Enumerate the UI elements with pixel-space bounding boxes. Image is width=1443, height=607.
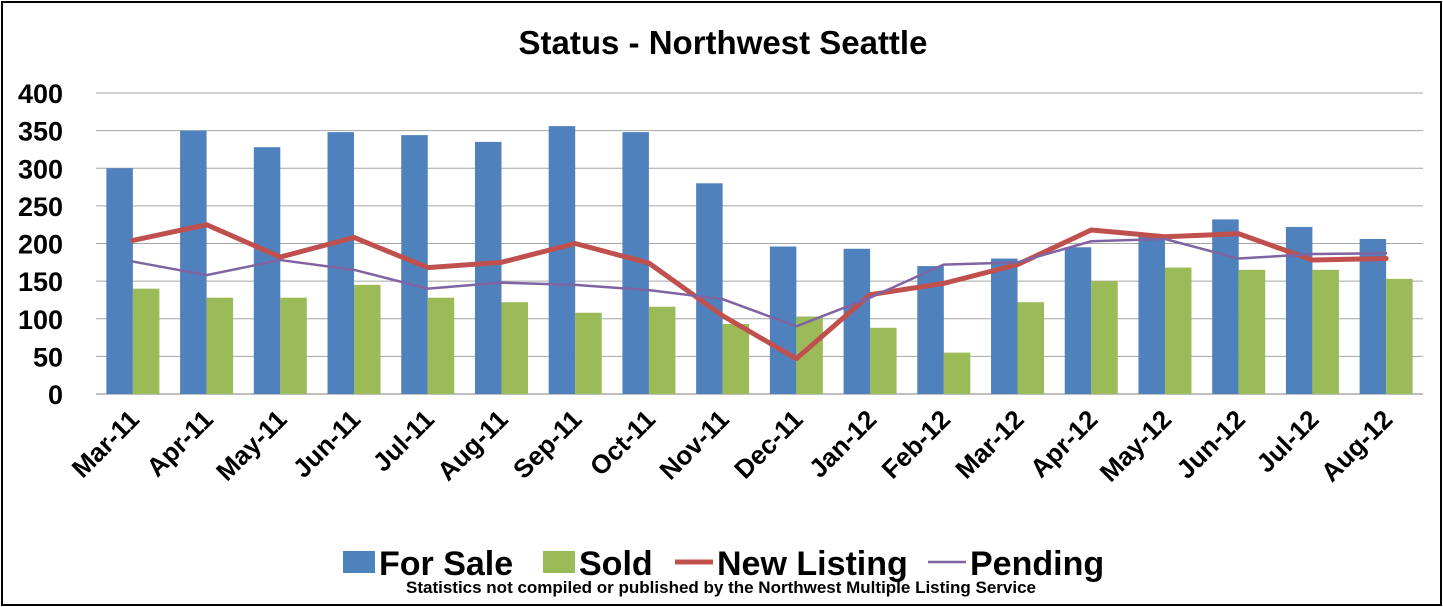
x-tick-label: Jun-12 [1170, 404, 1250, 484]
bar-for-sale [548, 126, 576, 395]
bar-for-sale [180, 130, 207, 394]
bar-for-sale [253, 147, 281, 394]
x-tick-label: Jun-11 [287, 404, 366, 483]
bar-sold [206, 297, 234, 394]
bar-sold [1312, 269, 1339, 394]
x-tick-label: Aug-12 [1315, 404, 1399, 488]
bar-for-sale [1359, 238, 1387, 394]
footnote: Statistics not compiled or published by … [406, 578, 1036, 597]
x-tick-label: Jan-12 [803, 404, 882, 483]
x-tick-label: Apr-11 [140, 404, 218, 482]
bar-sold [1164, 267, 1192, 394]
bar-sold [575, 312, 602, 394]
y-tick-label: 100 [18, 305, 63, 335]
x-tick-label: Oct-11 [584, 404, 661, 481]
y-tick-label: 50 [33, 342, 63, 372]
bar-sold [427, 297, 455, 394]
legend-label-pending: Pending [970, 545, 1104, 583]
x-tick-label: Dec-11 [728, 404, 808, 484]
y-tick-label: 400 [18, 79, 63, 109]
bar-sold [1386, 278, 1413, 394]
gridlines [96, 92, 1423, 395]
x-tick-label: Mar-11 [66, 404, 145, 483]
status-chart: Status - Northwest Seattle 0 50 100 150 200 2… [18, 24, 1423, 597]
legend-swatch-for-sale [343, 551, 375, 573]
x-tick-label: Jul-12 [1250, 404, 1324, 478]
bar-sold [1017, 302, 1045, 394]
bar-for-sale [696, 183, 723, 394]
x-tick-label: Sep-11 [507, 404, 587, 484]
y-tick-label: 300 [18, 154, 63, 184]
bar-sold [280, 297, 307, 394]
bar-sold [648, 306, 676, 394]
x-tick-label: Aug-11 [431, 404, 514, 487]
bars [106, 126, 1413, 395]
legend-label-new-listing: New Listing [717, 545, 908, 583]
bar-sold [722, 324, 750, 394]
y-tick-label: 150 [18, 267, 63, 297]
x-tick-label: Apr-12 [1024, 404, 1103, 483]
bar-for-sale [1212, 219, 1239, 394]
x-tick-label: Nov-11 [653, 404, 735, 486]
bar-sold [1238, 269, 1266, 394]
x-tick-label: May-12 [1094, 404, 1178, 488]
bar-for-sale [106, 168, 133, 394]
line-pending [131, 237, 1388, 328]
bar-sold [354, 284, 381, 394]
bar-sold [870, 327, 897, 394]
bar-sold [501, 302, 528, 394]
bar-for-sale [1064, 247, 1092, 394]
x-tick-label: Mar-12 [949, 404, 1029, 484]
y-tick-label: 200 [18, 230, 63, 260]
legend-label-sold: Sold [579, 545, 653, 583]
bar-sold [943, 352, 971, 394]
bar-sold [132, 288, 160, 394]
bar-sold [1091, 281, 1118, 394]
bar-for-sale [991, 258, 1018, 394]
legend: For Sale Sold New Listing Pending [343, 545, 1104, 583]
bar-for-sale [327, 132, 355, 394]
x-tick-label: Jul-11 [367, 404, 440, 477]
y-tick-label: 350 [18, 117, 63, 147]
bar-for-sale [843, 248, 871, 394]
x-tick-label: May-11 [210, 404, 293, 487]
bar-for-sale [474, 141, 502, 394]
legend-label-for-sale: For Sale [379, 545, 513, 583]
x-tick-label: Feb-12 [876, 404, 956, 484]
chart-title: Status - Northwest Seattle [519, 24, 928, 61]
y-axis: 0 50 100 150 200 250 300 350 400 [18, 79, 63, 410]
y-tick-label: 0 [48, 380, 63, 410]
lines [130, 222, 1389, 362]
bar-for-sale [1138, 235, 1165, 394]
line-new-listing [130, 222, 1389, 362]
y-tick-label: 250 [18, 192, 63, 222]
legend-swatch-sold [543, 551, 575, 573]
